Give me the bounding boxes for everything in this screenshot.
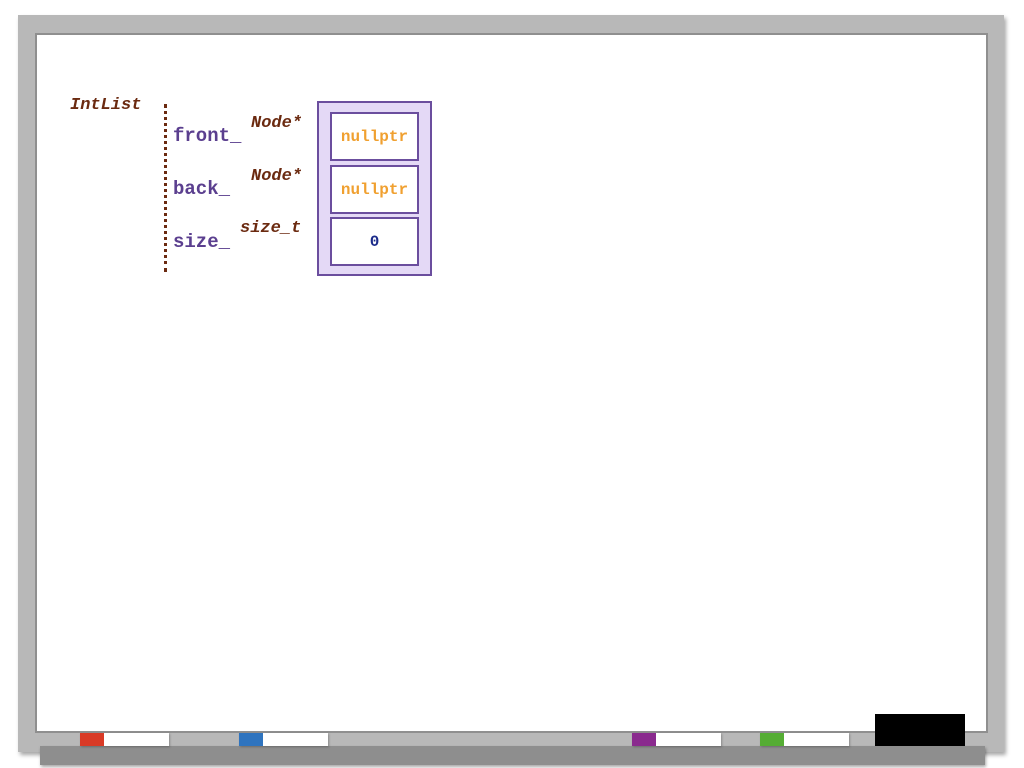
member-type-front: Node* <box>251 114 303 133</box>
red-marker[interactable] <box>80 733 169 746</box>
marker-tray <box>40 746 985 765</box>
marker-cap <box>632 733 656 746</box>
marker-cap <box>239 733 263 746</box>
value-cell-size: 0 <box>330 217 419 266</box>
member-name-back: back_ <box>173 178 231 200</box>
object-name: IntList <box>70 96 142 115</box>
member-type-back: Node* <box>251 167 303 186</box>
value-cell-front: nullptr <box>330 112 419 161</box>
blue-marker[interactable] <box>239 733 328 746</box>
member-type-size: size_t <box>240 219 302 238</box>
member-name-size: size_ <box>173 231 231 253</box>
marker-cap <box>80 733 104 746</box>
value-cell-back: nullptr <box>330 165 419 214</box>
object-bracket-line <box>164 104 167 272</box>
member-name-front: front_ <box>173 125 242 147</box>
marker-cap <box>760 733 784 746</box>
whiteboard-surface <box>35 33 988 733</box>
eraser[interactable] <box>875 714 965 746</box>
green-marker[interactable] <box>760 733 849 746</box>
purple-marker[interactable] <box>632 733 721 746</box>
